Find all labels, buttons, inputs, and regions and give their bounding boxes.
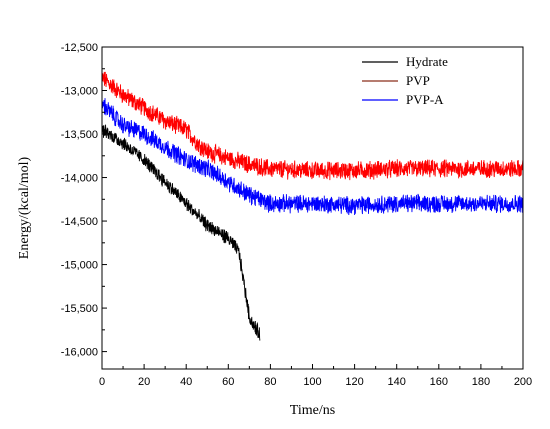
x-tick-label: 140 [388, 376, 406, 388]
y-tick-label: -13,500 [61, 129, 98, 141]
y-tick-label: -13,000 [61, 86, 98, 98]
y-tick-label: -15,000 [61, 260, 98, 272]
x-tick-label: 80 [264, 376, 276, 388]
x-tick-label: 0 [99, 376, 105, 388]
x-axis-title: Time/ns [290, 403, 335, 418]
y-tick-label: -14,500 [61, 216, 98, 228]
x-tick-label: 100 [303, 376, 321, 388]
legend-label: PVP-A [406, 92, 444, 107]
legend-label: PVP [406, 73, 430, 88]
x-tick-label: 60 [222, 376, 234, 388]
x-tick-label: 180 [472, 376, 490, 388]
y-tick-label: -14,000 [61, 173, 98, 185]
y-tick-label: -12,500 [61, 42, 98, 54]
y-axis-ticks: -12,500 -13,000 -13,500 -14,000 -14,500 -15,0… [61, 42, 107, 359]
x-tick-label: 120 [345, 376, 363, 388]
y-axis-title: Energy/(kcal/mol) [17, 156, 32, 259]
legend-label: Hydrate [406, 54, 448, 69]
plot-lines [101, 71, 524, 341]
y-tick-label: -15,500 [61, 303, 98, 315]
y-tick-label: -16,000 [61, 347, 98, 359]
x-tick-label: 20 [138, 376, 150, 388]
x-axis-ticks: 0 20 40 60 80 100 120 140 160 180 200 [99, 364, 532, 388]
series-line-pvp-a [101, 98, 524, 216]
x-tick-label: 200 [514, 376, 532, 388]
series-line-pvp [101, 71, 524, 181]
legend: Hydrate PVP PVP-A [362, 54, 448, 107]
x-tick-label: 160 [430, 376, 448, 388]
series-line-hydrate [101, 124, 261, 341]
x-tick-label: 40 [180, 376, 192, 388]
